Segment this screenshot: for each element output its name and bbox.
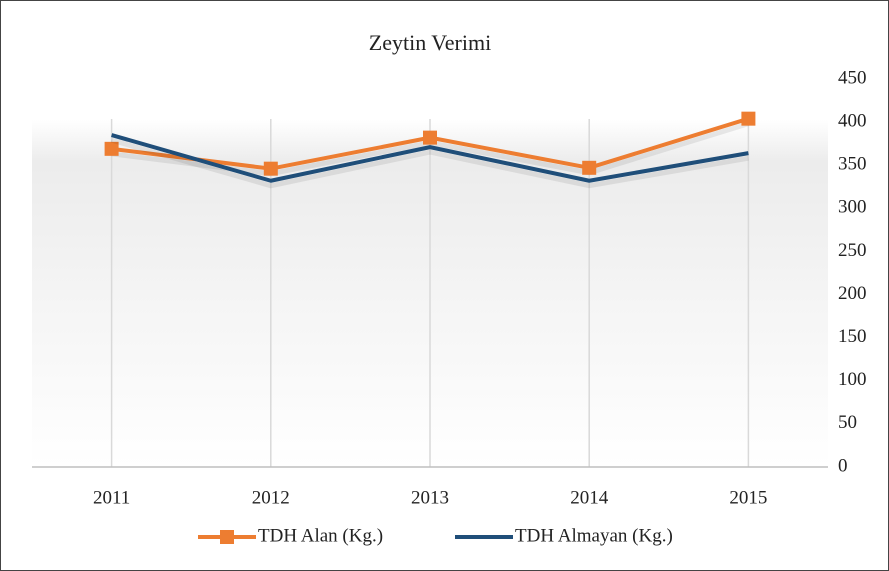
y-tick-label: 200 xyxy=(838,283,867,304)
legend-marker xyxy=(220,530,234,544)
marker xyxy=(582,160,597,175)
y-tick-label: 50 xyxy=(838,412,857,433)
y-tick-label: 250 xyxy=(838,240,867,261)
y-tick-label: 300 xyxy=(838,197,867,218)
x-tick-label: 2014 xyxy=(570,487,609,508)
marker xyxy=(104,141,119,156)
legend-label: TDH Alan (Kg.) xyxy=(258,525,383,546)
y-tick-label: 400 xyxy=(838,110,867,131)
y-tick-label: 450 xyxy=(838,67,867,88)
marker xyxy=(263,161,278,176)
y-tick-label: 0 xyxy=(838,455,848,476)
y-tick-label: 150 xyxy=(838,326,867,347)
x-tick-label: 2013 xyxy=(411,487,449,508)
x-tick-label: 2012 xyxy=(252,487,290,508)
x-tick-label: 2011 xyxy=(93,487,130,508)
legend-label: TDH Almayan (Kg.) xyxy=(515,525,673,546)
chart-title: Zeytin Verimi xyxy=(369,30,491,55)
marker xyxy=(741,111,756,126)
series-line xyxy=(111,133,749,183)
line-shadow xyxy=(110,137,749,189)
x-tick-label: 2015 xyxy=(729,487,767,508)
y-tick-label: 100 xyxy=(838,369,867,390)
y-tick-label: 350 xyxy=(838,154,867,175)
marker xyxy=(423,130,437,145)
